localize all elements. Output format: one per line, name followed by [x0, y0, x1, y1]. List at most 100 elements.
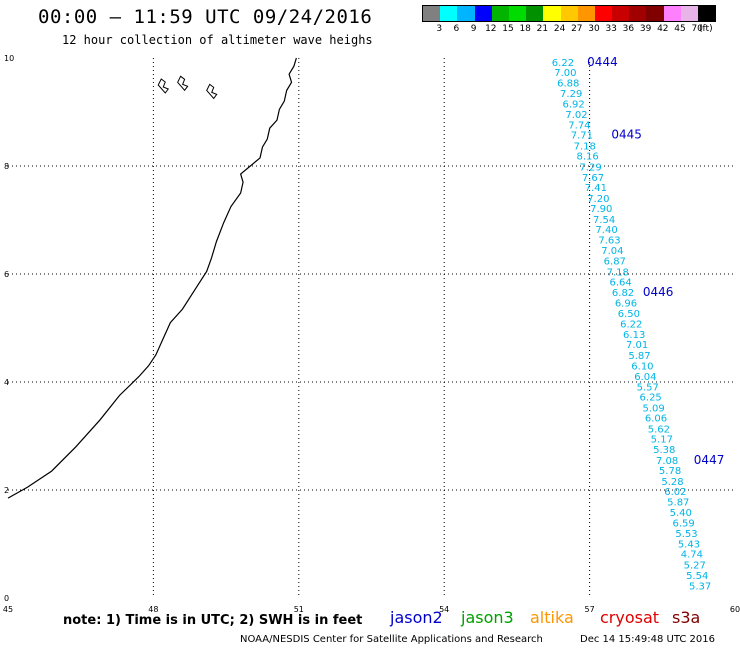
legend-swatch: [698, 6, 716, 21]
wave-height-label: 5.78: [659, 466, 681, 477]
legend-label: 39: [639, 24, 652, 34]
wave-height-label: 7.71: [571, 131, 593, 142]
legend-swatch: [440, 6, 458, 21]
legend-label: 27: [571, 24, 583, 34]
wave-height-legend: 3 6 9 12 15 18 21 24 27 30 33 36 39 42 45 70 (ft): [422, 5, 717, 36]
legend-label: 42: [657, 24, 669, 34]
legend-swatch: [612, 6, 630, 21]
wave-height-label: 5.57: [637, 382, 659, 393]
legend-label: 33: [605, 24, 617, 34]
map-title: 00:00 – 11:59 UTC 09/24/2016: [38, 6, 373, 28]
wave-height-label: 7.90: [590, 204, 612, 215]
y-tick-label: 2: [4, 486, 9, 495]
wave-height-label: 6.22: [552, 58, 574, 69]
wave-height-label: 5.27: [684, 561, 706, 572]
legend-swatch: [457, 6, 475, 21]
legend-swatch: [560, 6, 578, 21]
wave-height-label: 7.41: [585, 183, 607, 194]
x-tick-label: 48: [148, 605, 158, 614]
satellite-label: jason2: [390, 608, 443, 627]
wave-height-label: 7.63: [598, 235, 620, 246]
y-tick-label: 8: [4, 162, 9, 171]
wave-height-label: 7.08: [656, 456, 678, 467]
wave-height-label: 6.88: [557, 78, 579, 89]
wave-height-label: 4.74: [681, 550, 703, 561]
coastline-path: [7, 57, 297, 499]
island-outline: [206, 83, 218, 100]
wave-height-label: 8.16: [577, 152, 599, 163]
time-mark-label: 0447: [694, 453, 725, 467]
legend-label: 24: [553, 24, 566, 34]
wave-height-label: 5.28: [661, 477, 683, 488]
wave-height-label: 5.87: [667, 497, 689, 508]
wave-height-label: 6.02: [664, 487, 686, 498]
wave-height-label: 6.04: [634, 372, 656, 383]
map-subtitle: 12 hour collection of altimeter wave hei…: [62, 33, 373, 47]
legend-label: 30: [588, 24, 600, 34]
satellite-label: cryosat: [600, 608, 660, 627]
time-mark-label: 0446: [643, 285, 674, 299]
wave-height-label: 6.87: [604, 257, 626, 268]
y-tick-label: 4: [4, 378, 9, 387]
axis-labels: 45 48 51 54 57 60 0 2 4 6 8 10: [3, 54, 740, 614]
island-outline: [177, 75, 189, 92]
legend-label: 36: [622, 24, 635, 34]
legend-color-bar: [422, 5, 717, 22]
wave-height-label: 7.74: [568, 120, 590, 131]
wave-height-label: 6.13: [623, 330, 645, 341]
wave-height-label: 5.53: [675, 529, 697, 540]
wave-height-label: 6.82: [612, 288, 634, 299]
legend-swatch: [594, 6, 613, 21]
legend-label: 45: [674, 24, 686, 34]
wave-height-label: 7.18: [607, 267, 629, 278]
coastline: [7, 57, 297, 499]
wave-height-label: 6.92: [562, 99, 584, 110]
time-mark-label: 0445: [611, 128, 642, 142]
legend-swatch: [543, 6, 561, 21]
wave-height-label: 5.38: [653, 445, 675, 456]
x-tick-label: 57: [585, 605, 595, 614]
wave-height-points: 6.227.006.887.296.927.027.747.717.188.16…: [552, 58, 711, 593]
wave-height-label: 6.59: [672, 518, 694, 529]
x-tick-label: 51: [294, 605, 304, 614]
generated-date: Dec 14 15:49:48 UTC 2016: [580, 634, 715, 645]
wave-height-label: 6.25: [640, 393, 662, 404]
wave-height-label: 5.54: [686, 571, 708, 582]
time-mark-label: 0444: [587, 55, 618, 69]
wave-height-label: 5.43: [678, 539, 700, 550]
island-outline: [157, 78, 170, 94]
legend-label: 21: [536, 24, 549, 34]
legend-label: 18: [519, 24, 531, 34]
wave-height-label: 5.17: [651, 435, 673, 446]
legend-swatch: [508, 6, 527, 21]
wave-height-label: 7.40: [595, 225, 617, 236]
wave-height-label: 7.67: [582, 173, 604, 184]
legend-swatch: [663, 6, 681, 21]
x-tick-label: 60: [730, 605, 740, 614]
y-tick-label: 6: [4, 270, 9, 279]
legend-swatch: [526, 6, 544, 21]
wave-height-label: 7.54: [593, 215, 615, 226]
legend-swatch: [423, 6, 441, 21]
legend-swatch: [577, 6, 595, 21]
wave-height-label: 7.20: [587, 194, 609, 205]
wave-height-label: 6.22: [620, 320, 642, 331]
legend-label: 15: [502, 24, 514, 34]
wave-height-label: 6.64: [609, 278, 631, 289]
wave-height-label: 7.29: [579, 163, 601, 174]
wave-height-label: 6.50: [618, 309, 640, 320]
wave-height-label: 6.96: [615, 299, 637, 310]
legend-swatch: [491, 6, 509, 21]
wave-height-label: 5.87: [628, 351, 650, 362]
footnote: note: 1) Time is in UTC; 2) SWH is in fe…: [63, 613, 363, 628]
credit-text: NOAA/NESDIS Center for Satellite Applica…: [240, 634, 543, 645]
wave-height-label: 7.01: [626, 340, 648, 351]
y-tick-label: 0: [4, 594, 9, 603]
legend-label: 70: [691, 24, 703, 34]
time-markers: 0444 0445 0446 0447: [587, 55, 724, 467]
legend-labels: 3 6 9 12 15 18 21 24 27 30 33 36 39 42 45 70 (ft): [422, 22, 716, 36]
legend-label: 12: [485, 24, 497, 34]
satellite-label: s3a: [672, 608, 701, 627]
x-tick-label: 45: [3, 605, 13, 614]
